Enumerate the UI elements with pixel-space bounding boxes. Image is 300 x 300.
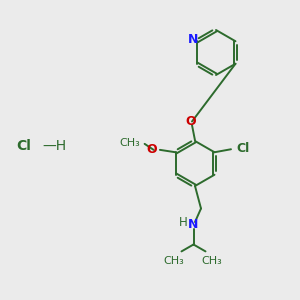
Text: Cl: Cl	[16, 139, 32, 152]
Text: CH₃: CH₃	[120, 138, 140, 148]
Text: N: N	[188, 33, 198, 46]
Text: CH₃: CH₃	[164, 256, 184, 266]
Text: H: H	[179, 216, 188, 229]
Text: N: N	[188, 218, 199, 232]
Text: O: O	[185, 115, 196, 128]
Text: O: O	[146, 143, 157, 156]
Text: —H: —H	[42, 139, 66, 152]
Text: CH₃: CH₃	[201, 256, 222, 266]
Text: Cl: Cl	[236, 142, 249, 155]
